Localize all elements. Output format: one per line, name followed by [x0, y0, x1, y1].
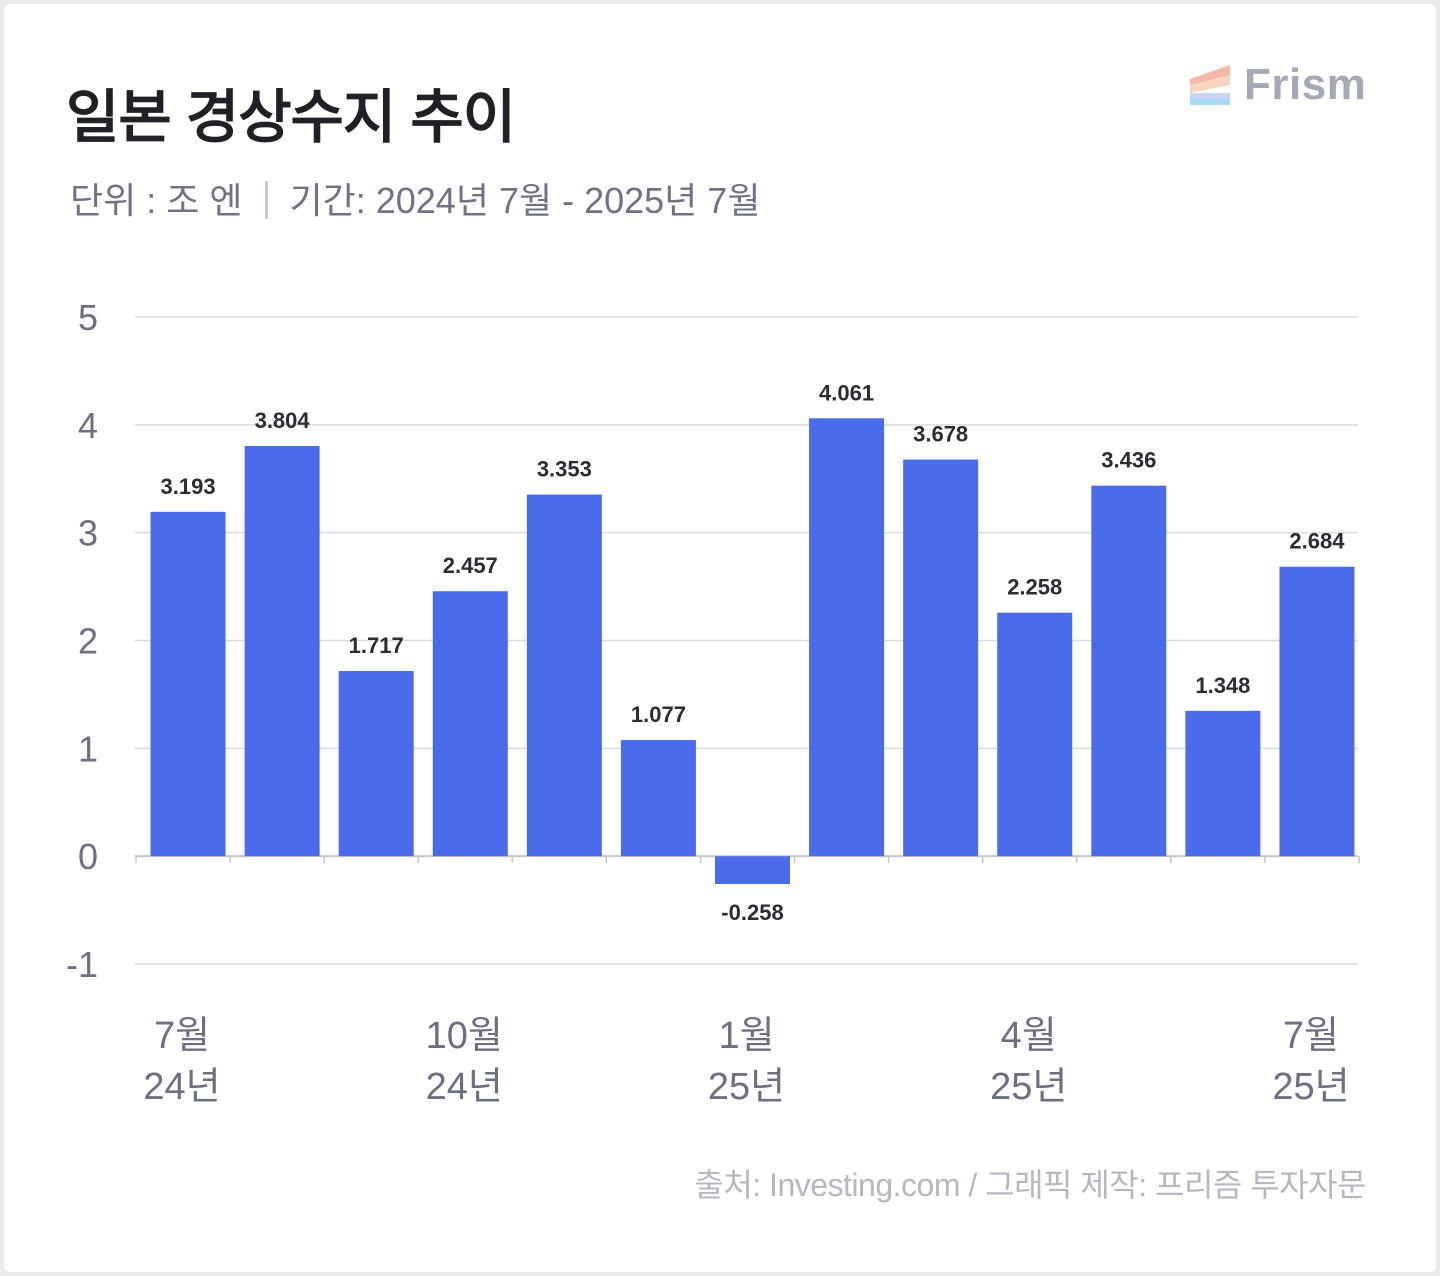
bar [338, 671, 414, 857]
bar [997, 612, 1073, 857]
data-label: 2.684 [1289, 529, 1345, 554]
bar [1279, 566, 1355, 857]
data-label: 4.061 [819, 380, 874, 405]
bar [244, 445, 320, 857]
data-label: 1.348 [1195, 673, 1250, 698]
x-tick-month: 7월 [1283, 1015, 1339, 1057]
y-axis-ticks: 5 4 3 2 1 0 -1 [66, 297, 98, 985]
bar [1091, 485, 1167, 857]
x-tick-month: 4월 [1001, 1015, 1057, 1057]
source-note: 출처: Investing.com / 그래픽 제작: 프리즘 투자자문 [694, 1167, 1366, 1203]
bar [526, 494, 602, 857]
data-label: 2.258 [1007, 575, 1062, 600]
x-tick-month: 10월 [426, 1015, 503, 1057]
x-tick-year: 25년 [1272, 1066, 1349, 1108]
bar [1185, 710, 1261, 857]
bar [432, 591, 508, 857]
x-tick-year: 24년 [143, 1066, 220, 1108]
period-label: 기간: 2024년 7월 - 2025년 7월 [289, 180, 761, 221]
subtitle-divider [264, 181, 268, 220]
bar [903, 459, 979, 857]
x-tick-month: 1월 [718, 1015, 774, 1057]
x-tick-year: 25년 [708, 1066, 785, 1108]
y-tick-label: 4 [78, 405, 98, 446]
y-tick-label: 3 [78, 513, 98, 554]
unit-label: 단위 : 조 엔 [70, 180, 243, 221]
y-tick-label: 1 [78, 728, 98, 769]
data-label: 3.193 [161, 474, 216, 499]
data-labels: 3.193 3.804 1.717 2.457 3.353 1.077 -0.258 4.06… [161, 380, 1346, 925]
bar [809, 418, 885, 857]
x-tick-month: 7월 [154, 1015, 210, 1057]
data-label: 3.678 [913, 422, 968, 447]
data-label: -0.258 [721, 900, 783, 925]
y-tick-label: 0 [78, 836, 98, 877]
bar [620, 740, 696, 857]
brand-name: Frism [1244, 60, 1367, 109]
x-tick-year: 25년 [990, 1066, 1067, 1108]
chart-subtitle: 단위 : 조 엔 기간: 2024년 7월 - 2025년 7월 [70, 172, 760, 224]
chart-title: 일본 경상수지 추이 [66, 85, 516, 150]
data-label: 3.353 [537, 457, 592, 482]
y-tick-label: -1 [66, 944, 98, 985]
bars [150, 418, 1355, 884]
data-label: 1.717 [349, 633, 404, 658]
data-label: 2.457 [443, 553, 498, 578]
data-label: 3.804 [255, 408, 311, 433]
frism-logo-icon [1190, 65, 1230, 105]
data-label: 1.077 [631, 702, 686, 727]
y-tick-label: 2 [78, 621, 98, 662]
y-tick-label: 5 [78, 297, 98, 338]
bar [150, 511, 226, 857]
bar [715, 856, 790, 884]
chart-card [4, 4, 1436, 1272]
data-label: 3.436 [1101, 448, 1156, 473]
x-tick-year: 24년 [426, 1066, 503, 1108]
